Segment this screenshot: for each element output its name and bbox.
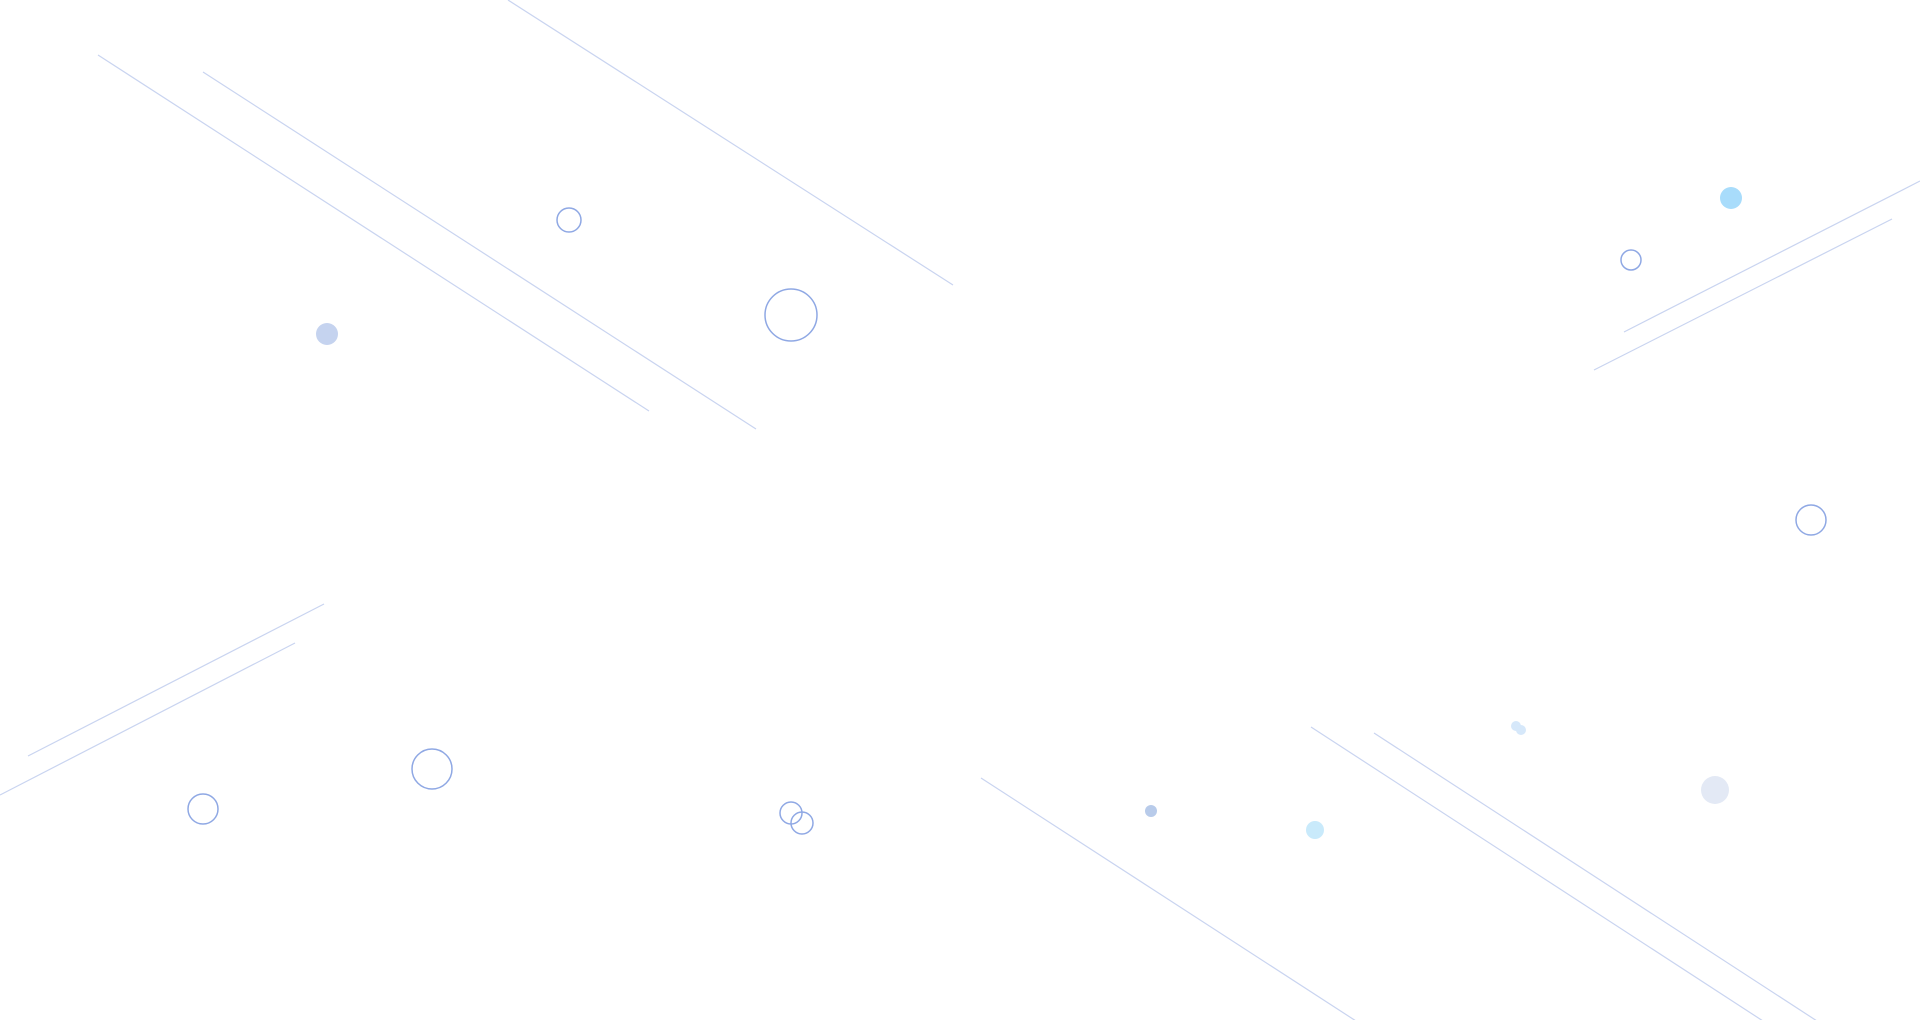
decorative-dot-icon bbox=[1516, 725, 1526, 735]
decorative-ring-icon bbox=[187, 793, 219, 825]
decorative-line bbox=[0, 642, 296, 796]
decorative-line bbox=[1623, 180, 1920, 333]
decorative-line bbox=[202, 71, 757, 430]
decorative-ring-icon bbox=[556, 207, 582, 233]
decorative-line bbox=[1310, 726, 1763, 1020]
decorative-dot-icon bbox=[1306, 821, 1324, 839]
decorative-dot-icon bbox=[1145, 805, 1157, 817]
decorative-line bbox=[97, 54, 650, 412]
decorative-line bbox=[27, 603, 325, 757]
decorative-ring-icon bbox=[411, 748, 453, 790]
decorative-dot-icon bbox=[316, 323, 338, 345]
decorative-dot-icon bbox=[1720, 187, 1742, 209]
decorative-ring-icon bbox=[1620, 249, 1642, 271]
decorative-ring-icon bbox=[764, 288, 818, 342]
decorative-line bbox=[507, 0, 954, 286]
decorative-line bbox=[980, 777, 1356, 1020]
decorative-ring-icon bbox=[1795, 504, 1827, 536]
decorative-line bbox=[1373, 732, 1817, 1020]
decorative-line bbox=[1593, 218, 1893, 371]
decorative-ring-icon bbox=[790, 811, 814, 835]
decorative-dot-icon bbox=[1701, 776, 1729, 804]
